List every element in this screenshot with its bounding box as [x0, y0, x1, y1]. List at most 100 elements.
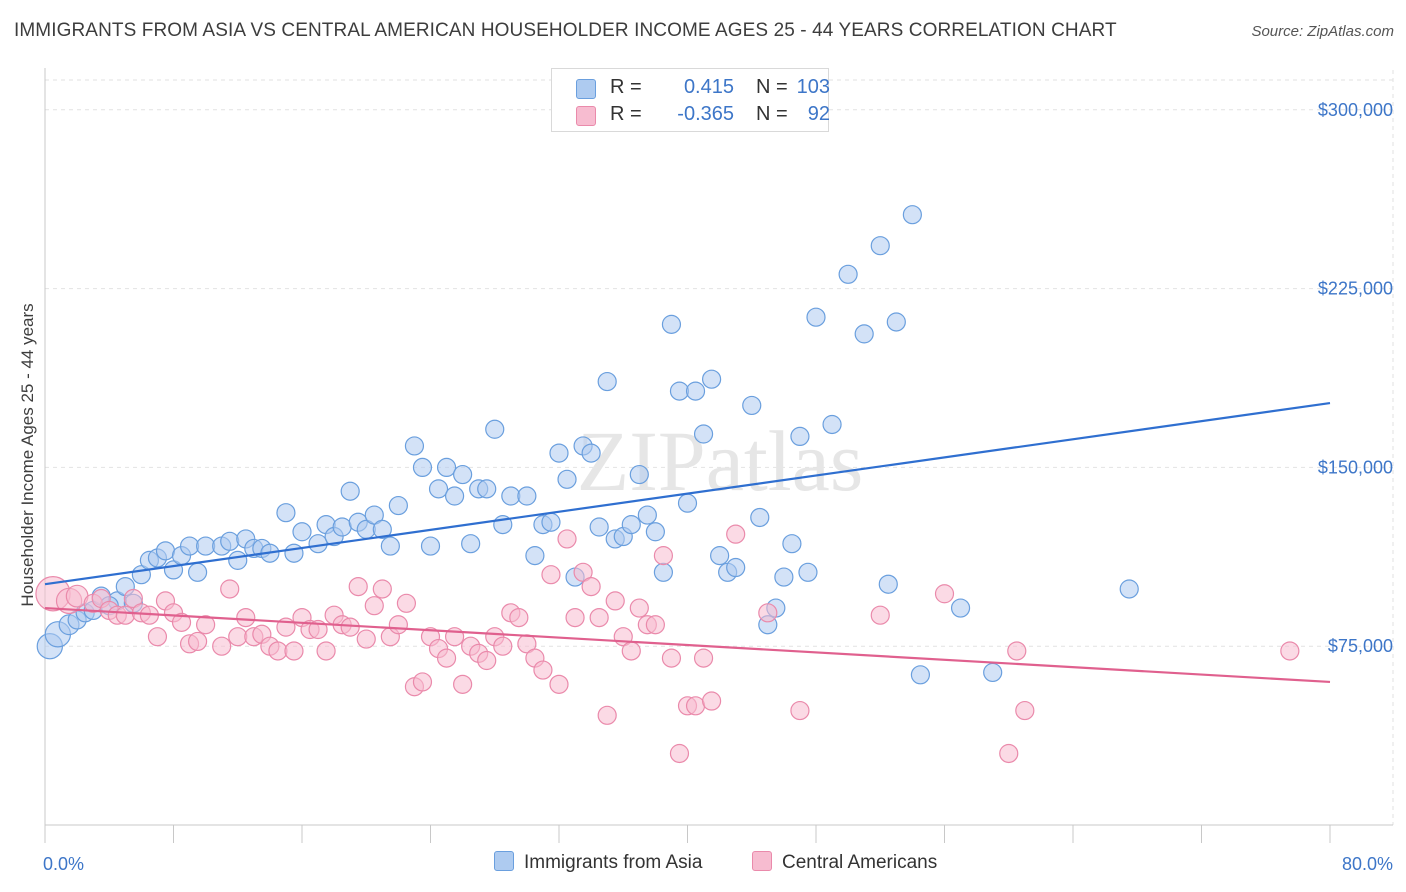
asia-point [750, 507, 770, 528]
central-point [581, 576, 601, 597]
legend-r-value-central: -0.365 [677, 103, 734, 125]
central-point [509, 607, 529, 628]
asia-point [782, 534, 802, 554]
asia-point [404, 436, 425, 456]
asia-point [477, 479, 497, 499]
central-point [1007, 641, 1027, 661]
central-point [621, 641, 641, 661]
asia-point [822, 414, 842, 435]
central-point [236, 607, 256, 628]
asia-point [461, 534, 481, 554]
central-point [870, 605, 890, 625]
central-point [316, 641, 336, 661]
central-point [436, 648, 457, 668]
asia-point [388, 495, 408, 516]
central-point [533, 660, 553, 680]
asia-point [179, 536, 200, 556]
bottom-legend-asia: Immigrants from Asia [494, 851, 702, 874]
asia-point [420, 536, 441, 556]
asia-point [332, 517, 352, 537]
asia-point [854, 324, 874, 344]
asia-point [790, 426, 810, 447]
central-point [1015, 700, 1035, 721]
central-point [629, 598, 649, 618]
central-point [661, 648, 682, 668]
asia-point [653, 562, 674, 582]
asia-point [485, 419, 505, 439]
y-tick-label: $300,000 [1318, 100, 1393, 120]
asia-point [597, 371, 617, 392]
asia-point [1119, 579, 1139, 599]
legend-n-value-central: 92 [807, 103, 830, 125]
asia-point [838, 264, 858, 284]
data-points [35, 205, 1300, 764]
central-point [372, 579, 392, 599]
central-point [493, 636, 513, 656]
asia-point [798, 562, 818, 582]
asia-point [549, 443, 569, 463]
central-point [573, 562, 593, 582]
central-point [653, 546, 674, 566]
central-point [212, 636, 232, 656]
central-point [685, 696, 706, 716]
legend-n-value-asia: 103 [796, 76, 830, 98]
central-point [565, 607, 585, 628]
central-point [412, 672, 433, 692]
bottom-legend-swatch-central [752, 851, 772, 871]
central-point [758, 603, 778, 623]
legend-n-label: N = [756, 76, 788, 98]
central-point [196, 615, 216, 635]
asia-point [669, 381, 690, 401]
asia-point [196, 536, 216, 556]
bottom-legend-label-central: Central Americans [782, 852, 938, 873]
x-tick-label: 80.0% [1342, 854, 1393, 874]
asia-point [187, 562, 208, 582]
asia-point [685, 381, 706, 401]
asia-point [902, 205, 922, 225]
asia-point [621, 515, 641, 535]
bottom-legend-central: Central Americans [752, 851, 937, 874]
central-point [228, 627, 248, 647]
central-point [187, 631, 208, 652]
central-point [726, 524, 746, 544]
asia-point [220, 531, 240, 551]
central-point [701, 691, 722, 711]
central-point [340, 617, 360, 637]
central-point [669, 743, 690, 764]
central-point [268, 641, 288, 661]
central-point [364, 596, 384, 616]
central-point [453, 674, 473, 694]
asia-point [557, 469, 577, 489]
axes [44, 68, 1393, 843]
legend-r-label: R = [610, 76, 642, 98]
central-point [549, 674, 569, 694]
asia-point [155, 541, 176, 561]
asia-point [870, 236, 890, 256]
asia-point [581, 443, 601, 463]
stats-legend: R = 0.415 N = 103 R = -0.365 N = 92 [551, 68, 830, 132]
asia-point [453, 464, 473, 485]
central-point [557, 529, 577, 549]
asia-point [412, 457, 433, 477]
central-point [284, 641, 304, 661]
asia-point [629, 464, 649, 485]
legend-swatch-central [576, 106, 596, 126]
central-point [477, 650, 497, 671]
asia-point [517, 486, 537, 506]
central-point [115, 605, 135, 625]
asia-point [444, 486, 465, 506]
central-point [605, 591, 625, 611]
asia-point [886, 312, 906, 332]
central-point [147, 627, 168, 647]
central-point [388, 615, 408, 635]
asia-point [541, 512, 561, 532]
asia-point [910, 665, 931, 685]
central-point [790, 700, 810, 721]
asia-point [364, 505, 384, 525]
asia-point [693, 424, 714, 444]
asia-point [983, 662, 1003, 683]
central-point [348, 576, 368, 597]
asia-point [340, 481, 360, 501]
asia-point [276, 503, 296, 523]
